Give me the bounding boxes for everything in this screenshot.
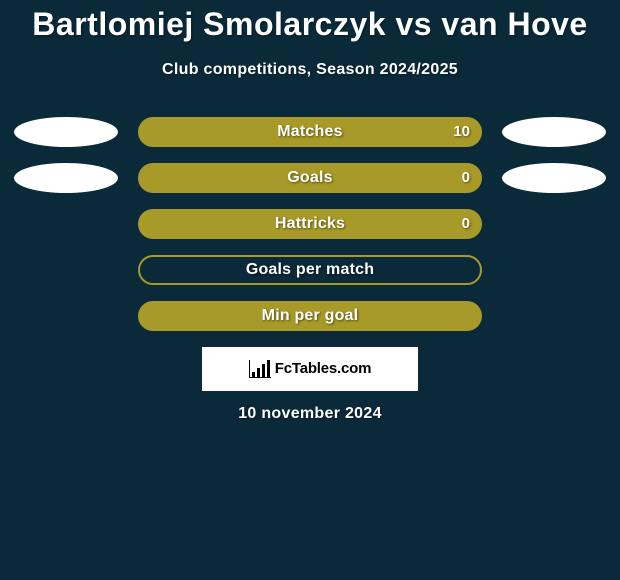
stat-bar: Goals per match bbox=[138, 255, 482, 285]
stat-value: 0 bbox=[462, 169, 470, 186]
infographic-container: Bartlomiej Smolarczyk vs van Hove Club c… bbox=[0, 0, 620, 423]
stat-row-matches: Matches 10 bbox=[0, 117, 620, 147]
stat-bar: Matches 10 bbox=[138, 117, 482, 147]
chart-icon bbox=[249, 360, 271, 378]
stat-row-goals: Goals 0 bbox=[0, 163, 620, 193]
left-ellipse bbox=[14, 117, 118, 147]
stat-row-goals-per-match: Goals per match bbox=[0, 255, 620, 285]
stat-label: Hattricks bbox=[275, 215, 345, 233]
page-title: Bartlomiej Smolarczyk vs van Hove bbox=[32, 2, 587, 47]
stat-row-hattricks: Hattricks 0 bbox=[0, 209, 620, 239]
stat-value: 10 bbox=[453, 123, 470, 140]
right-ellipse bbox=[502, 117, 606, 147]
stat-value: 0 bbox=[462, 215, 470, 232]
left-ellipse bbox=[14, 163, 118, 193]
right-ellipse bbox=[502, 163, 606, 193]
stat-label: Matches bbox=[277, 123, 342, 141]
subtitle: Club competitions, Season 2024/2025 bbox=[162, 61, 458, 79]
stat-label: Min per goal bbox=[262, 307, 359, 325]
fctables-logo: FcTables.com bbox=[202, 347, 418, 391]
stat-bar: Min per goal bbox=[138, 301, 482, 331]
logo-text: FcTables.com bbox=[275, 360, 372, 377]
date-label: 10 november 2024 bbox=[238, 405, 382, 423]
stat-bar: Goals 0 bbox=[138, 163, 482, 193]
stat-rows: Matches 10 Goals 0 Hattricks 0 Goal bbox=[0, 117, 620, 331]
stat-bar: Hattricks 0 bbox=[138, 209, 482, 239]
stat-row-min-per-goal: Min per goal bbox=[0, 301, 620, 331]
stat-label: Goals per match bbox=[246, 261, 374, 279]
stat-label: Goals bbox=[287, 169, 332, 187]
